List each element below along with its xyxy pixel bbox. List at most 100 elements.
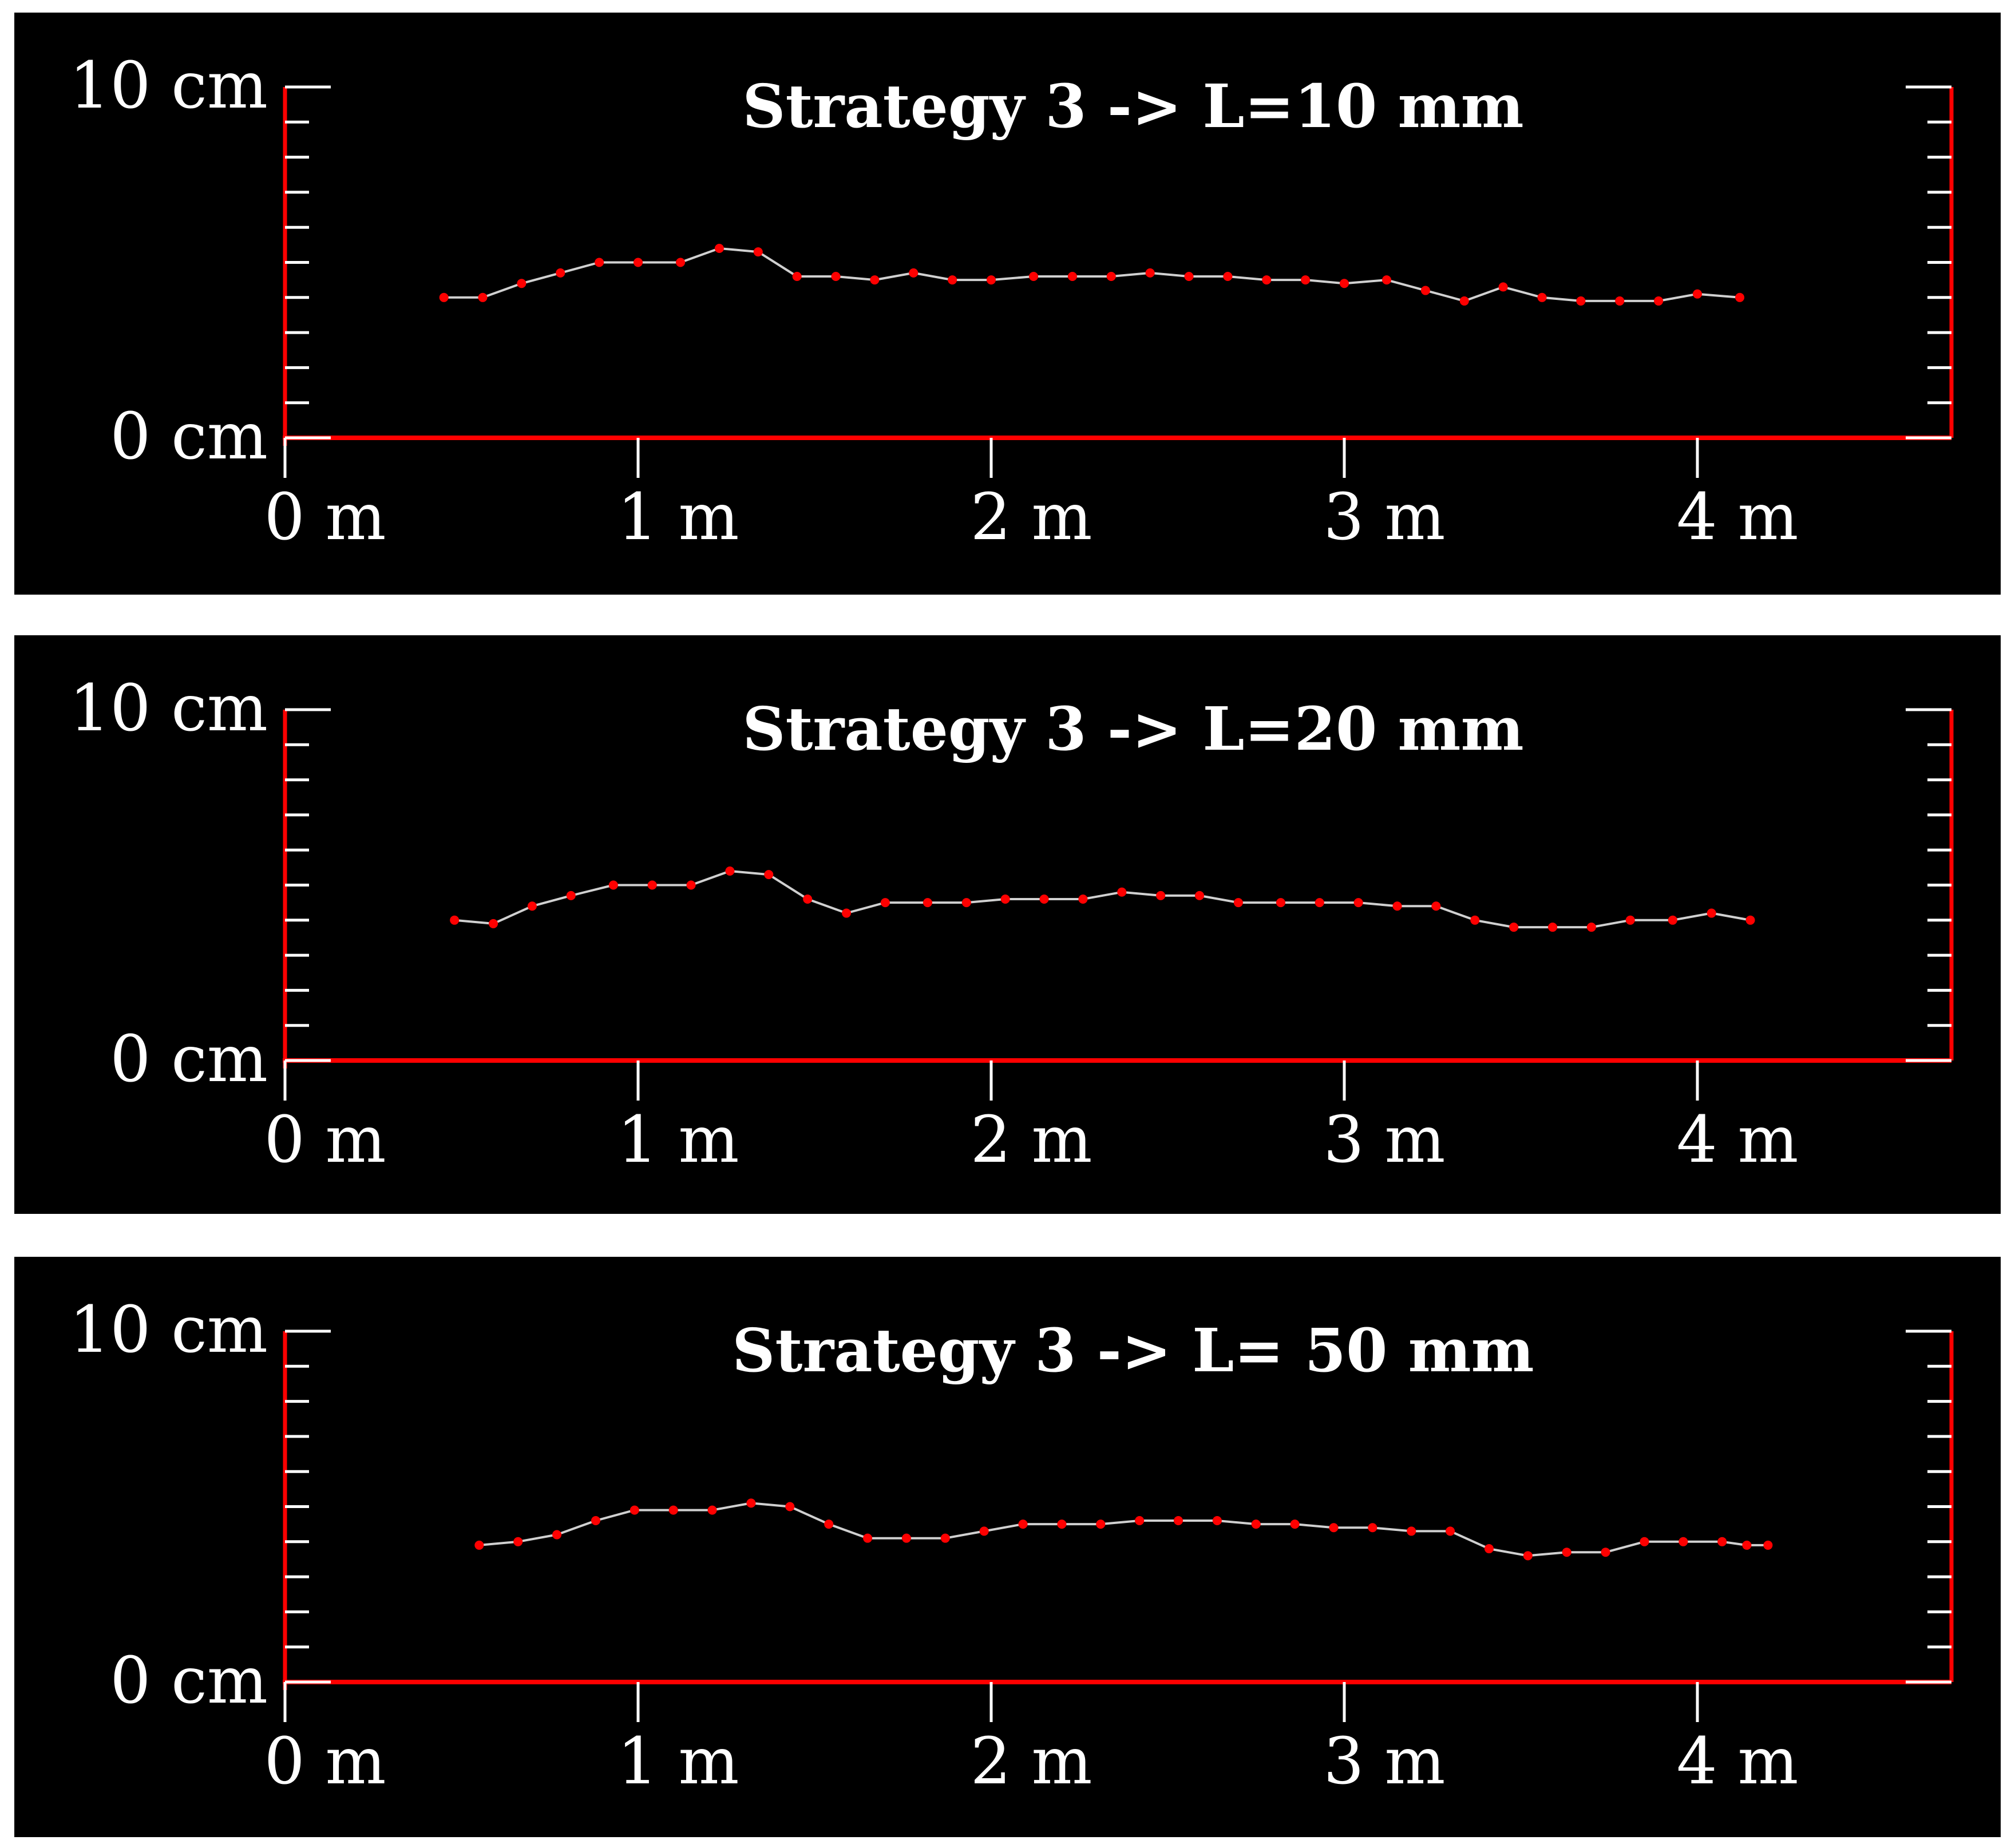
data-point [753,247,763,257]
data-point [870,275,880,285]
chart-2: Strategy 3 -> L=20 mm 0 cm 10 cm 0 m 1 m 2 m 3… [69,671,1954,1177]
data-point [725,866,735,876]
chart-title: Strategy 3 -> L= 50 mm [732,1315,1534,1386]
data-point [1029,272,1039,282]
data-point [1693,289,1702,299]
data-point [1251,1519,1261,1529]
data-point [1420,286,1430,295]
x-tick-label: 2 m [970,1724,1092,1799]
data-point [1156,891,1166,900]
data-point [1039,895,1049,904]
data-point [1678,1537,1688,1546]
data-point [1763,1540,1773,1550]
data-point [552,1530,562,1540]
data-point [489,919,498,928]
data-point [1523,1551,1533,1561]
data-point [630,1505,639,1515]
data-point [831,272,841,282]
series-line [444,247,1740,302]
data-point [647,880,657,890]
x-tick-label: 2 m [970,1103,1092,1177]
x-tick-label: 2 m [970,480,1092,555]
x-tick-label: 3 m [1323,1724,1445,1799]
data-point [527,901,537,911]
data-point [686,880,696,890]
x-tick-label: 1 m [617,480,739,555]
x-tick-label: 4 m [1676,480,1798,555]
data-point [880,898,890,908]
series-line [454,870,1751,929]
x-tick-label: 1 m [617,1103,739,1177]
y-tick-label: 0 cm [110,399,268,474]
data-point [1625,915,1635,925]
data-point [1562,1548,1571,1557]
data-point [1459,296,1469,306]
data-point [1340,279,1349,288]
data-point [608,880,618,890]
data-point [1078,895,1088,904]
data-point [517,279,526,288]
data-point [513,1537,523,1546]
data-point [1431,901,1441,911]
data-point [1145,268,1155,278]
x-tick-label: 3 m [1323,1103,1445,1177]
data-point [1668,915,1677,925]
data-point [1000,895,1010,904]
data-point [785,1502,795,1511]
chart-panel-2: Strategy 3 -> L=20 mm 0 cm 10 cm 0 m 1 m 2 m 3… [14,635,2001,1214]
data-point [1276,898,1285,908]
data-point [1106,272,1116,282]
data-point [987,275,996,285]
data-point [556,268,565,278]
data-point [842,908,852,918]
data-point [1223,272,1233,282]
y-tick-label: 10 cm [69,671,268,746]
data-point [1745,915,1755,925]
data-point [595,258,604,267]
chart-1: Strategy 3 -> L=10 mm 0 cm 10 cm 0 m 1 m 2 m 3… [69,49,1954,555]
data-point [707,1505,717,1515]
x-tick-label: 1 m [617,1724,739,1799]
data-point [1601,1548,1610,1557]
x-tick-label: 0 m [264,1724,386,1799]
data-point [1576,296,1586,306]
x-tick-label: 0 m [264,480,386,555]
data-point [1498,282,1508,292]
data-point [1329,1523,1339,1533]
data-point [676,258,686,267]
data-point [901,1533,911,1543]
data-point [746,1498,756,1508]
chart-title: Strategy 3 -> L=20 mm [742,694,1523,764]
data-point [909,268,919,278]
data-point [1301,275,1311,285]
x-tick-label: 0 m [264,1103,386,1177]
data-point [1018,1519,1028,1529]
chart-panel-3: Strategy 3 -> L= 50 mm 0 cm 10 cm 0 m 1 m 2 m… [14,1257,2001,1837]
data-point [1096,1519,1106,1529]
data-point [1717,1537,1727,1546]
data-point [1233,898,1243,908]
data-point [566,891,576,900]
y-tick-label: 0 cm [110,1644,268,1718]
data-point [764,870,774,880]
data-point [634,258,643,267]
data-point [1654,296,1664,306]
data-point [1484,1544,1494,1554]
chart-3: Strategy 3 -> L= 50 mm 0 cm 10 cm 0 m 1 m 2 m… [69,1293,1954,1799]
data-point [923,898,932,908]
data-point [1470,915,1480,925]
x-tick-label: 4 m [1676,1103,1798,1177]
data-point [863,1533,873,1543]
data-point [1615,296,1625,306]
data-point [1735,292,1745,302]
data-point [1586,923,1596,932]
data-point [591,1516,600,1526]
data-point [792,272,802,282]
data-point [1353,898,1363,908]
data-point [1067,272,1077,282]
data-point [478,292,488,302]
data-point [1184,272,1194,282]
x-tick-label: 3 m [1323,480,1445,555]
data-point [668,1505,678,1515]
y-tick-label: 0 cm [110,1022,268,1097]
